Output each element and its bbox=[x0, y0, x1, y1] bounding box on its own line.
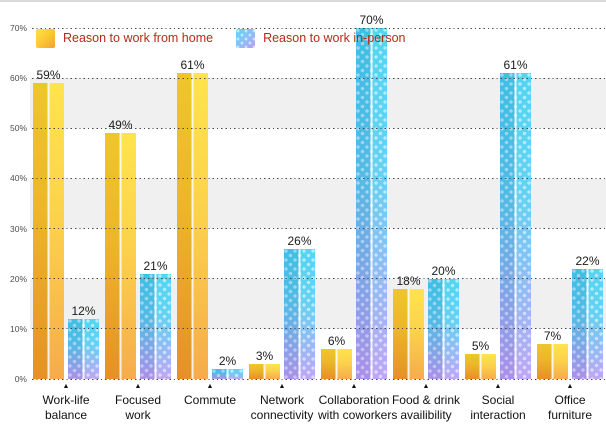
bar-work-from-home: 59% bbox=[33, 68, 64, 379]
category-label-line: Network bbox=[259, 393, 304, 407]
category-marker-icon: ▲ bbox=[350, 383, 358, 390]
bar-work-in-person: 2% bbox=[212, 354, 243, 379]
bar-work-from-home: 49% bbox=[105, 118, 136, 379]
legend-swatch-work-in-person-icon bbox=[236, 29, 256, 48]
category-label: ▲ Office furniture bbox=[534, 383, 606, 422]
y-axis-tick-label: 70% bbox=[9, 23, 27, 33]
y-axis-tick-label: 0% bbox=[14, 374, 27, 384]
bar-value-label: 70% bbox=[359, 13, 384, 27]
category-label: ▲ Focused work bbox=[102, 383, 174, 422]
bar-value-label: 59% bbox=[36, 68, 61, 83]
category-label-line: interaction bbox=[470, 407, 526, 422]
category-marker-icon: ▲ bbox=[206, 383, 214, 390]
legend-label-work-in-person: Reason to work in-person bbox=[263, 31, 406, 45]
bar-value-label: 49% bbox=[108, 118, 133, 133]
gridline bbox=[32, 378, 606, 380]
category-label-line: with coworkers bbox=[318, 407, 398, 422]
gridline bbox=[32, 177, 606, 179]
gridline bbox=[32, 77, 606, 79]
bar-work-from-home: 61% bbox=[177, 58, 208, 379]
category-label-line: Food & drink bbox=[391, 393, 461, 407]
bar-group: 49% 21% bbox=[102, 28, 174, 379]
bar-group: 18% 20% bbox=[390, 28, 462, 379]
category-label-line: Collaboration bbox=[318, 393, 390, 407]
bar-value-label: 61% bbox=[180, 58, 205, 73]
gridline bbox=[32, 278, 606, 280]
bar-work-in-person: 22% bbox=[572, 254, 603, 379]
y-axis-tick-label: 10% bbox=[9, 323, 27, 334]
bar-work-in-person: 21% bbox=[140, 259, 171, 379]
bar-group: 59% 12% bbox=[30, 28, 102, 379]
bar-value-label: 7% bbox=[543, 328, 562, 343]
category-marker-icon: ▲ bbox=[566, 383, 574, 390]
bar-group: 6% 70% bbox=[318, 13, 390, 379]
category-label: ▲ Work-life balance bbox=[30, 383, 102, 422]
category-label: ▲ Network connectivity bbox=[246, 383, 318, 422]
bar-work-from-home: 7% bbox=[537, 329, 568, 379]
category-label-line: Commute bbox=[183, 393, 236, 407]
y-axis-tick-label: 20% bbox=[9, 273, 27, 284]
gridline bbox=[32, 127, 606, 129]
bar-value-label: 2% bbox=[218, 353, 237, 368]
category-label: ▲ Commute bbox=[174, 383, 246, 422]
legend: Reason to work from home Reason to work … bbox=[36, 29, 406, 48]
category-marker-icon: ▲ bbox=[62, 383, 70, 390]
category-marker-icon: ▲ bbox=[278, 383, 286, 390]
category-label: ▲ Collaboration with coworkers bbox=[318, 383, 398, 422]
bar-value-label: 3% bbox=[255, 348, 274, 363]
y-axis-tick-label: 60% bbox=[9, 73, 27, 84]
bar-work-in-person: 70% bbox=[356, 13, 387, 379]
bar-value-label: 20% bbox=[431, 263, 456, 278]
legend-label-work-from-home: Reason to work from home bbox=[63, 31, 214, 45]
gridline bbox=[32, 27, 606, 29]
bar-value-label: 18% bbox=[396, 273, 421, 288]
category-label-line: Focused bbox=[114, 393, 162, 407]
gridline bbox=[32, 328, 606, 330]
category-marker-icon: ▲ bbox=[422, 383, 430, 390]
category-label-line: Work-life bbox=[42, 393, 90, 407]
bar-value-label: 6% bbox=[327, 333, 346, 348]
category-label: ▲ Food & drink availibility bbox=[390, 383, 462, 422]
category-label-line: Office bbox=[554, 393, 586, 407]
bar-group: 5% 61% bbox=[462, 28, 534, 379]
category-label-line: Social bbox=[481, 393, 515, 407]
gridline bbox=[32, 228, 606, 230]
bar-group: 7% 22% bbox=[534, 28, 606, 379]
category-label-line: furniture bbox=[547, 407, 593, 422]
bar-group: 3% 26% bbox=[246, 28, 318, 379]
category-label: ▲ Social interaction bbox=[462, 383, 534, 422]
y-axis-tick-label: 40% bbox=[9, 173, 27, 184]
bar-work-from-home: 5% bbox=[465, 339, 496, 379]
category-marker-icon: ▲ bbox=[494, 383, 502, 390]
category-marker-icon: ▲ bbox=[134, 383, 142, 390]
legend-item-work-from-home: Reason to work from home bbox=[36, 29, 213, 48]
category-label-line: work bbox=[125, 407, 151, 422]
y-axis-tick-label: 50% bbox=[9, 123, 27, 134]
bar-value-label: 61% bbox=[503, 58, 528, 73]
bar-value-label: 22% bbox=[575, 253, 600, 268]
bar-work-from-home: 6% bbox=[321, 334, 352, 379]
bar-work-from-home: 3% bbox=[249, 349, 280, 379]
plot-area: 59% 12% 49% 21% 61% 2% 3% 26% 6% 70% 18% 20% 5% 61% 7%… bbox=[30, 13, 606, 380]
bar-work-from-home: 18% bbox=[393, 274, 424, 379]
bar-value-label: 12% bbox=[71, 303, 96, 318]
bar-group: 61% 2% bbox=[174, 28, 246, 379]
bar-work-in-person: 26% bbox=[284, 234, 315, 379]
category-label-line: balance bbox=[44, 407, 88, 422]
y-axis-tick-label: 30% bbox=[9, 223, 27, 234]
bar-groups: 59% 12% 49% 21% 61% 2% 3% 26% 6% 70% 18% 20% 5% 61% 7%… bbox=[30, 13, 606, 379]
x-axis-labels: ▲ Work-life balance ▲ Focused work ▲ Commute ▲ Ne… bbox=[30, 383, 606, 422]
bar-value-label: 5% bbox=[471, 338, 490, 353]
bar-value-label: 21% bbox=[143, 258, 168, 273]
bar-work-in-person: 61% bbox=[500, 58, 531, 379]
category-label-line: connectivity bbox=[250, 407, 314, 422]
bar-value-label: 26% bbox=[287, 233, 312, 248]
legend-item-work-in-person: Reason to work in-person bbox=[236, 29, 406, 48]
category-label-line: availibility bbox=[400, 407, 452, 422]
legend-swatch-work-from-home-icon bbox=[36, 29, 55, 48]
